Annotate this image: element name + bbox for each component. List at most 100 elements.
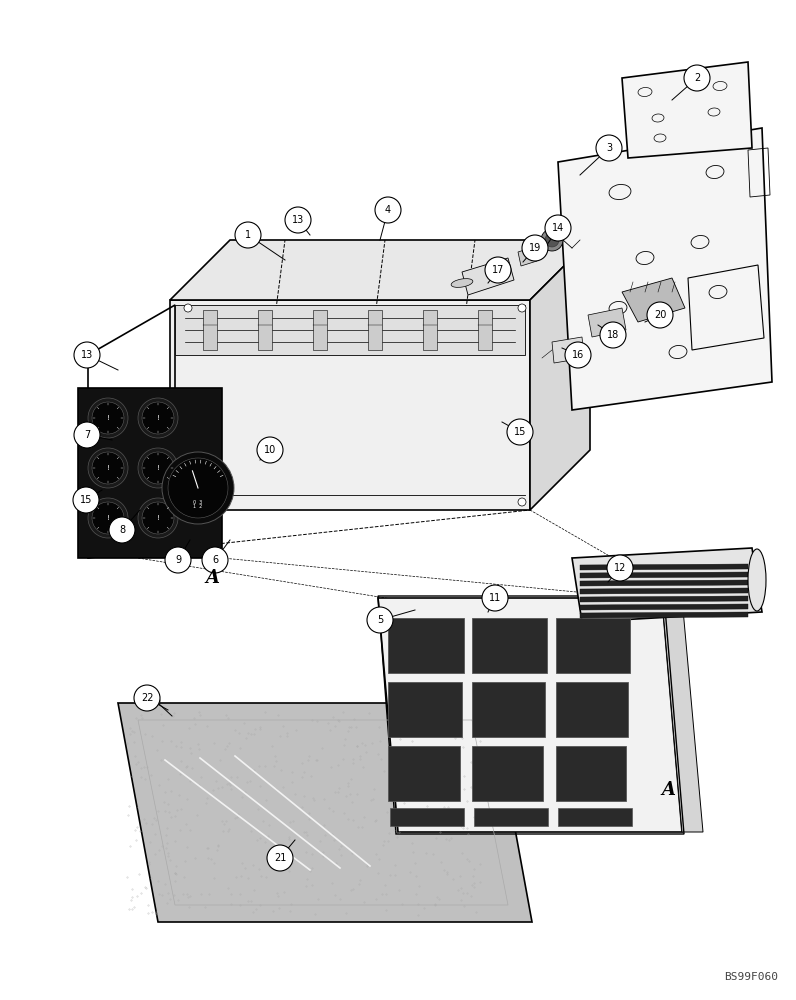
Text: 14: 14 bbox=[552, 223, 564, 233]
Circle shape bbox=[88, 398, 128, 438]
Text: 15: 15 bbox=[80, 495, 92, 505]
Circle shape bbox=[607, 555, 633, 581]
Bar bbox=[203, 310, 217, 350]
Circle shape bbox=[74, 422, 100, 448]
Circle shape bbox=[518, 498, 526, 506]
Text: 11: 11 bbox=[489, 593, 501, 603]
Polygon shape bbox=[622, 278, 685, 322]
Circle shape bbox=[92, 452, 124, 484]
Circle shape bbox=[134, 685, 160, 711]
Circle shape bbox=[285, 207, 311, 233]
Text: 21: 21 bbox=[274, 853, 287, 863]
Text: 9: 9 bbox=[175, 555, 181, 565]
Text: 19: 19 bbox=[529, 243, 541, 253]
Circle shape bbox=[138, 398, 178, 438]
Text: 5: 5 bbox=[377, 615, 383, 625]
Bar bbox=[388, 682, 462, 737]
Text: 4: 4 bbox=[385, 205, 391, 215]
Bar bbox=[388, 746, 460, 801]
Text: 13: 13 bbox=[292, 215, 304, 225]
Text: 7: 7 bbox=[84, 430, 90, 440]
Circle shape bbox=[142, 502, 174, 534]
Text: 2: 2 bbox=[694, 73, 700, 83]
Polygon shape bbox=[662, 598, 703, 832]
Polygon shape bbox=[572, 548, 762, 622]
Text: !: ! bbox=[107, 415, 109, 421]
Bar bbox=[472, 746, 543, 801]
Circle shape bbox=[596, 135, 622, 161]
Circle shape bbox=[202, 547, 228, 573]
Polygon shape bbox=[558, 128, 772, 410]
Polygon shape bbox=[170, 240, 590, 300]
Text: 22: 22 bbox=[141, 693, 154, 703]
Text: A: A bbox=[661, 781, 675, 799]
Text: !: ! bbox=[107, 465, 109, 471]
Circle shape bbox=[142, 452, 174, 484]
Circle shape bbox=[88, 498, 128, 538]
Polygon shape bbox=[622, 62, 752, 158]
Circle shape bbox=[73, 487, 99, 513]
Circle shape bbox=[485, 257, 511, 283]
Circle shape bbox=[184, 498, 192, 506]
Text: 13: 13 bbox=[81, 350, 93, 360]
Text: A: A bbox=[205, 569, 219, 587]
Bar bbox=[556, 746, 626, 801]
Text: 16: 16 bbox=[572, 350, 584, 360]
Circle shape bbox=[684, 65, 710, 91]
Circle shape bbox=[507, 419, 533, 445]
Circle shape bbox=[138, 448, 178, 488]
Polygon shape bbox=[580, 580, 748, 586]
Circle shape bbox=[162, 452, 234, 524]
Text: 15: 15 bbox=[513, 427, 526, 437]
Bar bbox=[556, 682, 628, 737]
Circle shape bbox=[168, 458, 228, 518]
Text: 6: 6 bbox=[212, 555, 218, 565]
Text: 1: 1 bbox=[245, 230, 251, 240]
Polygon shape bbox=[580, 604, 748, 610]
Circle shape bbox=[541, 229, 563, 251]
Polygon shape bbox=[552, 337, 584, 363]
Bar bbox=[423, 310, 437, 350]
Bar bbox=[368, 310, 382, 350]
Polygon shape bbox=[175, 305, 525, 355]
Text: 12: 12 bbox=[614, 563, 626, 573]
Bar bbox=[388, 618, 464, 673]
Circle shape bbox=[165, 547, 191, 573]
Circle shape bbox=[88, 448, 128, 488]
Polygon shape bbox=[378, 598, 682, 832]
Bar bbox=[478, 310, 492, 350]
Circle shape bbox=[74, 342, 100, 368]
Circle shape bbox=[600, 322, 626, 348]
Circle shape bbox=[367, 607, 393, 633]
Circle shape bbox=[522, 235, 548, 261]
Text: !: ! bbox=[157, 515, 159, 521]
Circle shape bbox=[545, 215, 571, 241]
Polygon shape bbox=[588, 308, 626, 337]
Circle shape bbox=[138, 498, 178, 538]
Circle shape bbox=[482, 585, 508, 611]
Circle shape bbox=[92, 502, 124, 534]
Circle shape bbox=[150, 696, 160, 706]
Bar bbox=[474, 808, 548, 826]
Circle shape bbox=[92, 402, 124, 434]
Circle shape bbox=[545, 233, 559, 247]
Polygon shape bbox=[580, 572, 748, 578]
Circle shape bbox=[235, 222, 261, 248]
Text: 8: 8 bbox=[119, 525, 125, 535]
Circle shape bbox=[518, 304, 526, 312]
Text: BS99F060: BS99F060 bbox=[724, 972, 778, 982]
Circle shape bbox=[565, 342, 591, 368]
Circle shape bbox=[257, 437, 283, 463]
Text: 20: 20 bbox=[654, 310, 666, 320]
Polygon shape bbox=[118, 703, 532, 922]
Polygon shape bbox=[580, 564, 748, 570]
Ellipse shape bbox=[451, 279, 473, 287]
Polygon shape bbox=[462, 258, 514, 295]
Bar bbox=[472, 618, 547, 673]
Text: 3: 3 bbox=[606, 143, 612, 153]
Polygon shape bbox=[580, 596, 748, 602]
Bar bbox=[258, 310, 272, 350]
Polygon shape bbox=[530, 240, 590, 510]
Circle shape bbox=[184, 304, 192, 312]
Circle shape bbox=[109, 517, 135, 543]
